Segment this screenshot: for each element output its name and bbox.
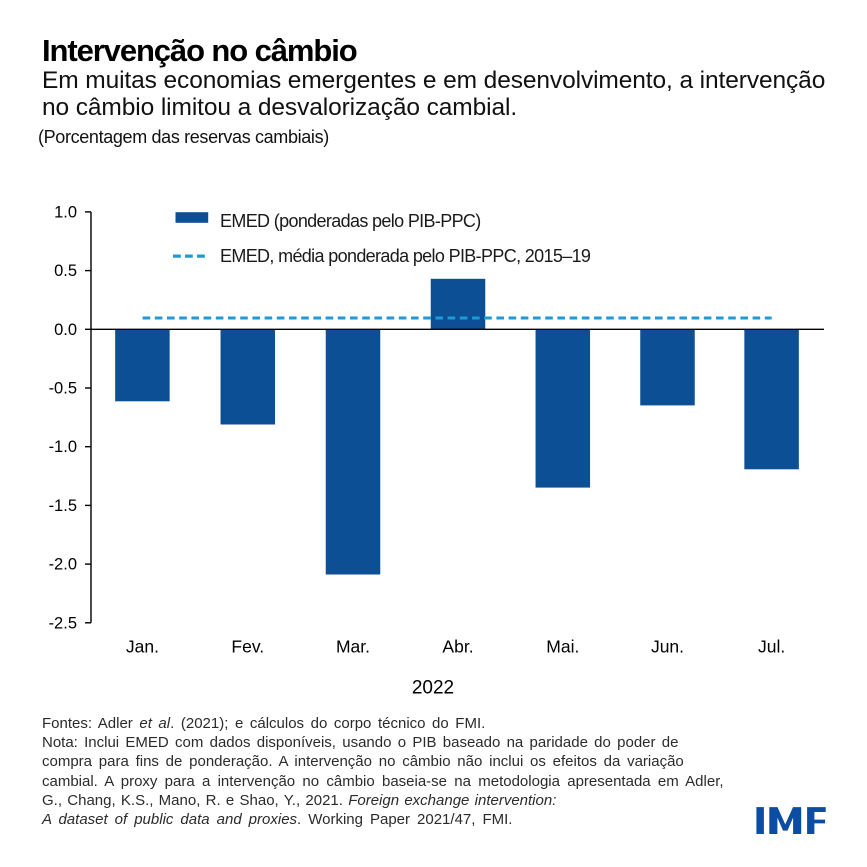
- svg-text:0.0: 0.0: [54, 321, 77, 339]
- svg-text:Jul.: Jul.: [758, 637, 785, 657]
- svg-text:Jan.: Jan.: [126, 637, 159, 657]
- svg-text:Mai.: Mai.: [546, 637, 579, 657]
- svg-text:Mar.: Mar.: [336, 637, 370, 657]
- svg-text:-2.5: -2.5: [49, 614, 77, 632]
- svg-text:1.0: 1.0: [54, 203, 77, 221]
- svg-text:Fev.: Fev.: [231, 637, 264, 657]
- svg-text:-1.0: -1.0: [49, 438, 77, 456]
- svg-text:0.5: 0.5: [54, 262, 77, 280]
- svg-text:Abr.: Abr.: [442, 637, 473, 657]
- svg-text:-0.5: -0.5: [49, 380, 77, 398]
- svg-text:-1.5: -1.5: [49, 497, 77, 515]
- svg-text:Jun.: Jun.: [651, 637, 684, 657]
- svg-text:-2.0: -2.0: [49, 556, 77, 574]
- svg-text:2022: 2022: [412, 678, 454, 699]
